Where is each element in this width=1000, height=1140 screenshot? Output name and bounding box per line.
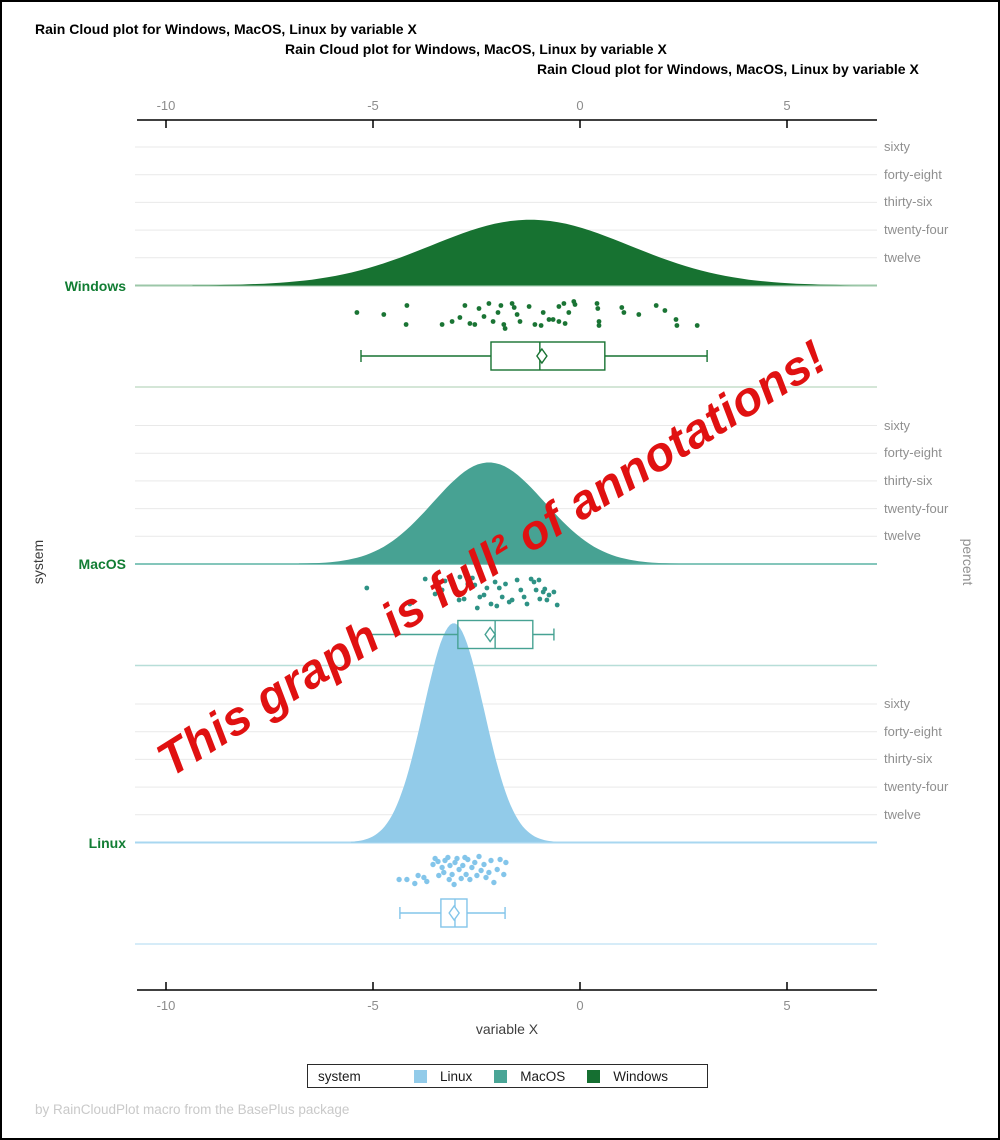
x-tick-top-0: 0 <box>576 98 584 113</box>
boxplot-windows <box>360 341 708 371</box>
group-label-windows: Windows <box>64 277 126 294</box>
jitter-points-macos <box>364 574 560 611</box>
x-tick-bottom--10: -10 <box>156 998 176 1013</box>
percent-label-macos-sixty: sixty <box>884 417 910 433</box>
legend-item-windows: Windows <box>587 1069 668 1084</box>
boxplot-macos <box>368 619 555 650</box>
y-axis-title-left: system <box>30 539 46 585</box>
percent-label-macos-twelve: twelve <box>884 528 921 544</box>
percent-label-windows-forty-eight: forty-eight <box>884 166 942 182</box>
x-tick-top-5: 5 <box>783 98 791 113</box>
percent-label-linux-sixty: sixty <box>884 696 910 711</box>
legend: system Linux MacOS Windows <box>307 1064 708 1088</box>
chart-title-3: Rain Cloud plot for Windows, MacOS, Linu… <box>537 61 919 77</box>
mean-diamond-linux <box>448 904 461 922</box>
boxplot-linux <box>399 898 506 928</box>
gridlines-linux <box>135 703 877 945</box>
legend-swatch-linux <box>414 1069 427 1083</box>
percent-label-linux-twenty-four: twenty-four <box>884 779 949 795</box>
x-tick-bottom--5: -5 <box>367 998 379 1013</box>
group-label-linux: Linux <box>88 834 126 851</box>
x-tick-top--10: -10 <box>156 98 176 113</box>
mean-diamond-macos <box>484 626 497 643</box>
footer-note: by RainCloudPlot macro from the BasePlus… <box>35 1102 350 1117</box>
density-linux <box>351 623 557 843</box>
x-axes <box>137 119 877 991</box>
jitter-points-linux <box>396 853 509 888</box>
percent-label-macos-forty-eight: forty-eight <box>884 445 942 461</box>
legend-title: system <box>318 1068 361 1084</box>
percent-label-windows-thirty-six: thirty-six <box>884 194 933 210</box>
density-macos <box>298 462 679 564</box>
jitter-points-windows <box>354 299 700 331</box>
x-axis-title: variable X <box>475 1021 539 1037</box>
mean-diamond-windows <box>536 347 548 365</box>
x-tick-bottom-0: 0 <box>576 998 584 1013</box>
chart-title-1: Rain Cloud plot for Windows, MacOS, Linu… <box>35 21 417 37</box>
group-label-macos: MacOS <box>78 556 126 572</box>
legend-label-windows: Windows <box>613 1068 669 1084</box>
legend-item-macos: MacOS <box>494 1069 565 1084</box>
legend-label-linux: Linux <box>440 1068 473 1084</box>
percent-label-linux-forty-eight: forty-eight <box>884 723 942 739</box>
percent-label-windows-sixty: sixty <box>884 139 910 154</box>
percent-label-windows-twelve: twelve <box>884 249 921 265</box>
chart-title-2: Rain Cloud plot for Windows, MacOS, Linu… <box>285 41 667 57</box>
percent-label-macos-twenty-four: twenty-four <box>884 500 949 516</box>
x-tick-top--5: -5 <box>367 98 379 113</box>
percent-label-linux-twelve: twelve <box>884 806 921 822</box>
legend-swatch-macos <box>494 1069 508 1083</box>
percent-label-windows-twenty-four: twenty-four <box>884 222 949 238</box>
legend-label-macos: MacOS <box>520 1068 566 1084</box>
density-windows <box>192 219 869 286</box>
percent-label-linux-thirty-six: thirty-six <box>884 751 933 767</box>
y-axis-title-right: percent <box>960 538 976 586</box>
legend-item-linux: Linux <box>414 1069 472 1084</box>
x-tick-bottom-5: 5 <box>783 998 791 1013</box>
percent-label-macos-thirty-six: thirty-six <box>884 472 933 488</box>
legend-swatch-windows <box>587 1069 601 1083</box>
